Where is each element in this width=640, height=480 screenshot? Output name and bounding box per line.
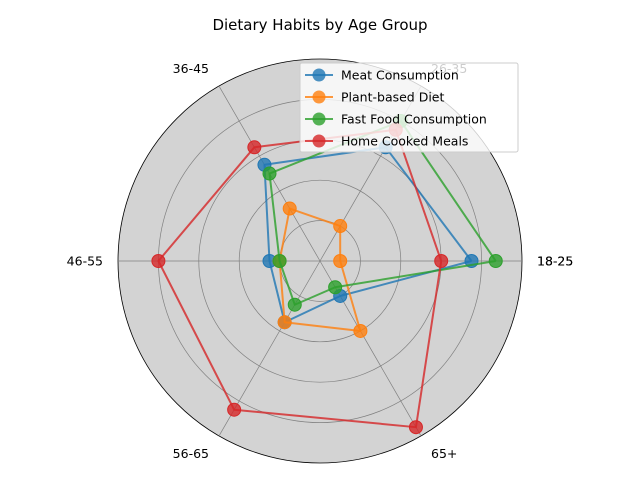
- series-2-point-26-35: [333, 219, 348, 234]
- legend-marker-2: [312, 90, 326, 104]
- series-2-point-65+: [353, 323, 368, 338]
- legend: Meat Consumption Plant-based Diet Fast Foo…: [299, 62, 519, 153]
- series-3-point-56-65: [287, 297, 302, 312]
- legend-marker-4: [312, 134, 326, 148]
- tick-label-56-65: 56-65: [173, 446, 209, 461]
- tick-label-18-25: 18-25: [537, 254, 573, 269]
- series-4-point-46-55: [151, 254, 166, 268]
- legend-box: [299, 62, 519, 153]
- chart-title: Dietary Habits by Age Group: [212, 16, 427, 34]
- tick-label-36-45: 36-45: [173, 61, 209, 76]
- series-4-point-18-25: [434, 254, 449, 268]
- series-3-point-46-55: [272, 254, 287, 268]
- legend-label-4: Home Cooked Meals: [341, 134, 468, 149]
- series-3-point-65+: [328, 280, 343, 295]
- legend-marker-1: [312, 68, 326, 82]
- series-4-point-56-65: [227, 402, 242, 417]
- tick-label-46-55: 46-55: [67, 254, 103, 269]
- legend-marker-3: [312, 112, 326, 126]
- legend-label-1: Meat Consumption: [341, 68, 459, 83]
- tick-label-65+: 65+: [431, 446, 457, 461]
- series-4-point-36-45: [247, 140, 262, 155]
- series-3-point-18-25: [488, 254, 503, 268]
- series-2-point-18-25: [333, 254, 348, 268]
- series-2-point-56-65: [277, 315, 292, 330]
- series-3-point-36-45: [262, 166, 277, 181]
- series-2-point-36-45: [282, 201, 297, 216]
- tick-label-closing: 18-25: [537, 254, 573, 269]
- legend-label-3: Fast Food Consumption: [341, 112, 487, 127]
- legend-label-2: Plant-based Diet: [341, 90, 444, 105]
- series-4-point-65+: [408, 420, 423, 435]
